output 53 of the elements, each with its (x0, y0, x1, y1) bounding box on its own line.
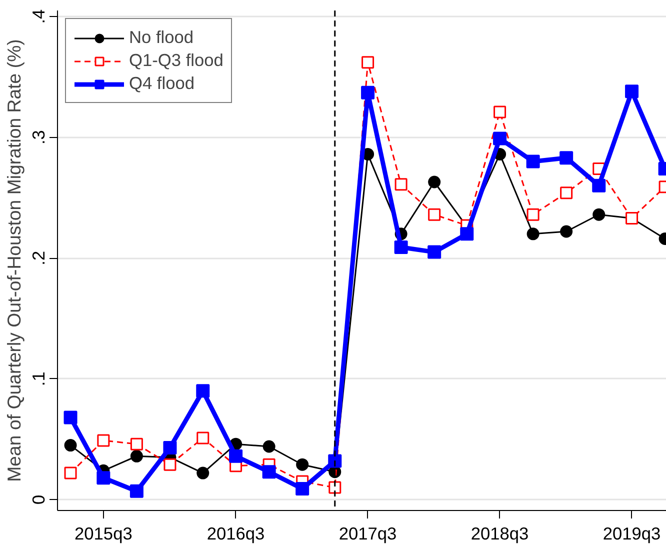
point (560, 225, 573, 238)
point (526, 154, 540, 168)
x-tick-label: 2017q3 (338, 524, 397, 544)
point (130, 438, 143, 450)
point (64, 466, 77, 480)
point (428, 176, 441, 188)
point (428, 245, 442, 259)
point (64, 410, 78, 424)
point (163, 440, 177, 454)
point (494, 106, 506, 118)
legend-label: Q4 flood (129, 73, 195, 94)
y-tick-label: .2 (28, 250, 48, 266)
point (262, 465, 276, 479)
y-tick-label: 0 (28, 494, 48, 504)
point (164, 458, 176, 471)
x-tick-label: 2018q3 (470, 524, 529, 544)
point (196, 466, 210, 480)
point (97, 434, 110, 447)
point (328, 481, 342, 494)
point (296, 458, 309, 471)
point (625, 84, 639, 98)
point (196, 384, 210, 398)
y-tick-label: .4 (28, 8, 48, 24)
point (362, 56, 374, 69)
point (130, 450, 143, 462)
x-tick-label: 2015q3 (74, 524, 132, 544)
point (361, 86, 375, 100)
point (560, 151, 574, 165)
point (196, 432, 210, 444)
point (394, 178, 408, 191)
point (394, 240, 408, 254)
point (96, 471, 110, 485)
point (428, 208, 441, 221)
point (560, 186, 573, 200)
point (229, 449, 243, 463)
x-tick-label: 2019q3 (602, 524, 661, 544)
point (328, 454, 342, 468)
y-tick-label: .1 (28, 372, 48, 386)
point (64, 439, 77, 452)
x-tick-label: 2016q3 (206, 524, 265, 544)
point (592, 178, 606, 192)
point (592, 208, 606, 221)
point (262, 440, 276, 453)
legend-label: No flood (129, 27, 194, 48)
point (526, 208, 540, 221)
point (460, 227, 474, 241)
y-tick-label: .3 (28, 130, 48, 145)
point (130, 484, 144, 498)
point (296, 482, 310, 496)
legend-label: Q1-Q3 flood (129, 50, 224, 71)
point (526, 228, 540, 240)
point (493, 132, 507, 146)
y-axis-title: Mean of Quarterly Out-of-Houston Migration Rate (%) (4, 39, 24, 482)
